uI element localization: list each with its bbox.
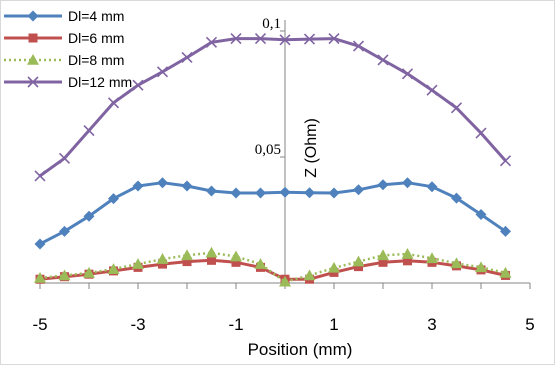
data-point bbox=[157, 177, 168, 189]
x-tick-label: 1 bbox=[329, 315, 338, 334]
series-line bbox=[39, 251, 506, 283]
x-tick-label: 3 bbox=[427, 315, 436, 334]
data-point bbox=[181, 51, 193, 64]
y-axis-label: Z (Ohm) bbox=[303, 118, 320, 178]
data-point bbox=[34, 238, 46, 250]
series-3 bbox=[34, 246, 512, 287]
data-point bbox=[352, 255, 365, 267]
data-point bbox=[254, 258, 267, 269]
data-point bbox=[207, 255, 216, 265]
data-point bbox=[426, 181, 438, 193]
data-point bbox=[59, 225, 70, 237]
x-tick-label: 5 bbox=[525, 315, 534, 334]
y-tick-label: 0,1 bbox=[262, 16, 281, 32]
data-point bbox=[254, 32, 267, 45]
data-point bbox=[304, 187, 315, 199]
legend-label: Dl=6 mm bbox=[68, 30, 124, 46]
data-point bbox=[451, 192, 462, 204]
data-point bbox=[231, 257, 241, 267]
data-point bbox=[377, 54, 389, 66]
data-point bbox=[378, 257, 388, 267]
data-point bbox=[499, 155, 512, 167]
data-point bbox=[328, 32, 340, 45]
data-point bbox=[279, 34, 291, 46]
legend-entry: Dl=6 mm bbox=[4, 30, 124, 46]
data-point bbox=[27, 54, 39, 65]
data-point bbox=[279, 275, 291, 287]
legend-label: Dl=12 mm bbox=[68, 74, 132, 90]
data-point bbox=[401, 68, 414, 80]
legend-entry: Dl=12 mm bbox=[4, 74, 132, 90]
data-point bbox=[132, 258, 144, 269]
data-point bbox=[402, 177, 413, 189]
data-point bbox=[401, 248, 414, 259]
data-point bbox=[83, 266, 95, 278]
data-point bbox=[403, 256, 412, 266]
data-point bbox=[206, 185, 217, 197]
x-axis-label: Position (mm) bbox=[248, 340, 353, 359]
data-point bbox=[426, 252, 438, 264]
data-point bbox=[500, 225, 511, 237]
data-point bbox=[230, 187, 242, 199]
data-point bbox=[328, 187, 340, 199]
legend: Dl=4 mm Dl=6 mm Dl=8 mm Dl=12 mm bbox=[4, 8, 132, 90]
data-point bbox=[205, 36, 218, 48]
data-point bbox=[107, 263, 120, 274]
data-point bbox=[132, 180, 144, 192]
legend-entry: Dl=4 mm bbox=[4, 8, 124, 24]
x-tick-label: -3 bbox=[130, 315, 145, 334]
data-point bbox=[156, 253, 169, 264]
data-point bbox=[34, 170, 46, 182]
series-layer bbox=[34, 32, 512, 287]
data-point bbox=[132, 79, 144, 91]
data-point bbox=[181, 249, 193, 261]
data-point bbox=[205, 246, 218, 258]
data-point bbox=[230, 250, 242, 262]
x-tick-label: -5 bbox=[32, 315, 47, 334]
data-point bbox=[255, 187, 266, 199]
series-4 bbox=[34, 32, 512, 182]
data-point bbox=[58, 152, 71, 164]
data-point bbox=[426, 84, 438, 96]
data-point bbox=[328, 261, 340, 273]
data-point bbox=[303, 269, 316, 281]
data-point bbox=[450, 102, 463, 114]
data-point bbox=[34, 271, 46, 283]
data-point bbox=[377, 179, 389, 191]
x-tick-label: -1 bbox=[228, 315, 243, 334]
data-point bbox=[353, 184, 364, 196]
data-point bbox=[28, 33, 38, 43]
data-point bbox=[27, 10, 39, 22]
data-point bbox=[475, 261, 487, 273]
data-point bbox=[352, 40, 365, 52]
data-point bbox=[108, 193, 119, 205]
y-tick-label: 0,05 bbox=[255, 142, 281, 158]
data-point bbox=[475, 208, 487, 220]
legend-entry: Dl=8 mm bbox=[4, 52, 124, 68]
axes: -5 -3 -1 1 3 5 0,05 0,1 bbox=[32, 16, 534, 334]
data-point bbox=[230, 32, 242, 45]
data-point bbox=[58, 269, 71, 281]
data-point bbox=[279, 186, 291, 198]
data-point bbox=[27, 76, 39, 88]
legend-label: Dl=4 mm bbox=[68, 8, 124, 24]
data-point bbox=[354, 262, 363, 272]
data-point bbox=[499, 266, 512, 278]
data-point bbox=[107, 97, 120, 109]
data-point bbox=[83, 210, 95, 222]
data-point bbox=[450, 257, 463, 269]
data-point bbox=[156, 66, 169, 78]
data-point bbox=[181, 180, 193, 192]
legend-label: Dl=8 mm bbox=[68, 52, 124, 68]
data-point bbox=[377, 249, 389, 261]
series-1 bbox=[34, 177, 511, 250]
data-point bbox=[475, 127, 487, 139]
data-point bbox=[303, 33, 316, 45]
data-point bbox=[158, 259, 167, 269]
data-point bbox=[182, 257, 192, 267]
data-point bbox=[83, 124, 95, 137]
